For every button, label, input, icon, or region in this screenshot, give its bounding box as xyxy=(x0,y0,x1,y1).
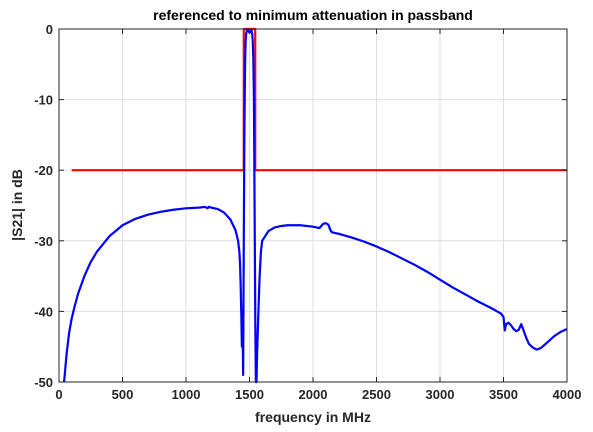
y-tick-label: -50 xyxy=(34,375,53,390)
y-tick-label: 0 xyxy=(46,22,53,37)
y-tick-label: -10 xyxy=(34,93,53,108)
y-tick-label: -40 xyxy=(34,304,53,319)
x-axis-title: frequency in MHz xyxy=(255,409,371,425)
x-tick-label: 0 xyxy=(55,387,62,402)
x-tick-label: 500 xyxy=(112,387,134,402)
y-tick-label: -20 xyxy=(34,163,53,178)
y-axis-title: |S21| in dB xyxy=(9,169,25,241)
chart-title: referenced to minimum attenuation in pas… xyxy=(153,7,473,23)
x-tick-label: 4000 xyxy=(553,387,582,402)
x-tick-label: 3000 xyxy=(426,387,455,402)
x-tick-label: 3500 xyxy=(489,387,518,402)
x-tick-label: 1000 xyxy=(172,387,201,402)
ticks: 0 500 1000 1500 2000 2500 3000 3500 4000 -50 -40 -3… xyxy=(34,22,581,402)
x-tick-label: 2000 xyxy=(299,387,328,402)
x-tick-label: 2500 xyxy=(362,387,391,402)
x-tick-label: 1500 xyxy=(235,387,264,402)
series-line-1 xyxy=(62,29,568,384)
y-tick-label: -30 xyxy=(34,234,53,249)
